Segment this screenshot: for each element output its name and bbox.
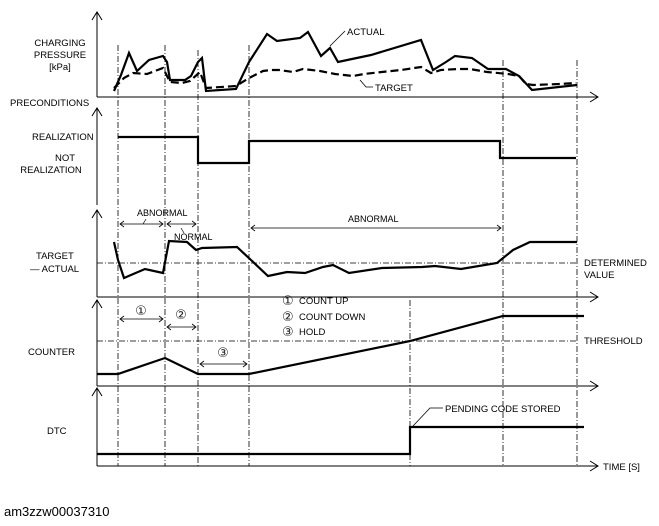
image-id-label: am3zzw00037310: [4, 504, 110, 519]
count-up-marker: ①: [135, 304, 147, 319]
charging-pressure-label-1: CHARGING: [34, 38, 85, 49]
target-leader: [359, 79, 373, 88]
actual-label: ACTUAL: [347, 27, 384, 38]
pending-leader: [412, 407, 443, 427]
hold-arrow: [199, 360, 248, 368]
not-realization-label-1: NOT: [55, 153, 75, 164]
not-realization-label-2: REALIZATION: [20, 165, 82, 176]
time-axis-label: TIME [S]: [603, 462, 640, 473]
normal-arrow: [166, 220, 197, 228]
target-actual-label-1: TARGET: [36, 251, 74, 262]
svg-text:③: ③: [282, 325, 294, 340]
y-axis-counter: [91, 299, 103, 386]
count-up-arrow: [119, 315, 164, 323]
preconditions-label: PRECONDITIONS: [10, 98, 89, 109]
x-axis-pressure: [97, 91, 599, 103]
actual-leader: [329, 30, 346, 47]
abnormal-arrow-2: [250, 224, 502, 232]
dtc-section: DTC PENDING CODE STORED: [47, 404, 584, 456]
target-label: TARGET: [375, 83, 413, 94]
actual-pressure-line: [112, 30, 578, 93]
x-axis-target-actual: [97, 291, 599, 303]
y-axis-preconditions: [91, 107, 103, 205]
pending-code-label: PENDING CODE STORED: [445, 404, 561, 415]
charging-pressure-unit: [kPa]: [49, 62, 71, 73]
x-axis-counter: [97, 380, 599, 392]
target-actual-label-2: — ACTUAL: [30, 264, 79, 275]
determined-value-label-2: VALUE: [584, 270, 614, 281]
dtc-line: [97, 425, 584, 456]
determined-value-label-1: DETERMINED: [584, 258, 647, 269]
counter-section: COUNTER ① ② ③ ① COUNT UP ② COUNT DOWN ③ …: [28, 294, 643, 376]
counter-legend: ① COUNT UP ② COUNT DOWN ③ HOLD: [282, 294, 365, 340]
y-axis-target-actual: [91, 209, 103, 297]
reference-lines: [117, 45, 578, 466]
threshold-label: THRESHOLD: [584, 336, 643, 347]
hold-marker: ③: [217, 346, 229, 361]
x-axis-time: [97, 460, 599, 472]
target-actual-section: TARGET — ACTUAL ABNORMAL NORMAL ABNORMAL…: [30, 208, 647, 281]
normal-label: NORMAL: [174, 232, 213, 242]
svg-text:①: ①: [282, 294, 294, 309]
target-actual-line: [112, 239, 577, 280]
counter-label: COUNTER: [28, 347, 75, 358]
count-down-marker: ②: [175, 308, 187, 323]
dtc-label: DTC: [47, 426, 67, 437]
charging-pressure-section: CHARGING PRESSURE [kPa] ACTUAL TARGET: [34, 27, 578, 94]
svg-text:②: ②: [282, 310, 294, 325]
axes: [91, 11, 599, 472]
y-axis-pressure: [91, 11, 103, 97]
target-pressure-line: [113, 65, 577, 90]
count-down-arrow: [166, 323, 197, 331]
legend-hold: HOLD: [299, 327, 326, 338]
abnormal-label-1: ABNORMAL: [137, 208, 188, 218]
counter-line: [97, 314, 584, 376]
realization-label: REALIZATION: [32, 132, 94, 143]
preconditions-line: [118, 135, 576, 165]
charging-pressure-label-2: PRESSURE: [34, 50, 86, 61]
legend-count-up: COUNT UP: [299, 296, 348, 307]
abnormal-arrow-1: [119, 220, 164, 228]
legend-count-down: COUNT DOWN: [299, 312, 365, 323]
preconditions-section: PRECONDITIONS REALIZATION NOT REALIZATIO…: [10, 98, 576, 176]
abnormal-label-2: ABNORMAL: [348, 214, 399, 224]
